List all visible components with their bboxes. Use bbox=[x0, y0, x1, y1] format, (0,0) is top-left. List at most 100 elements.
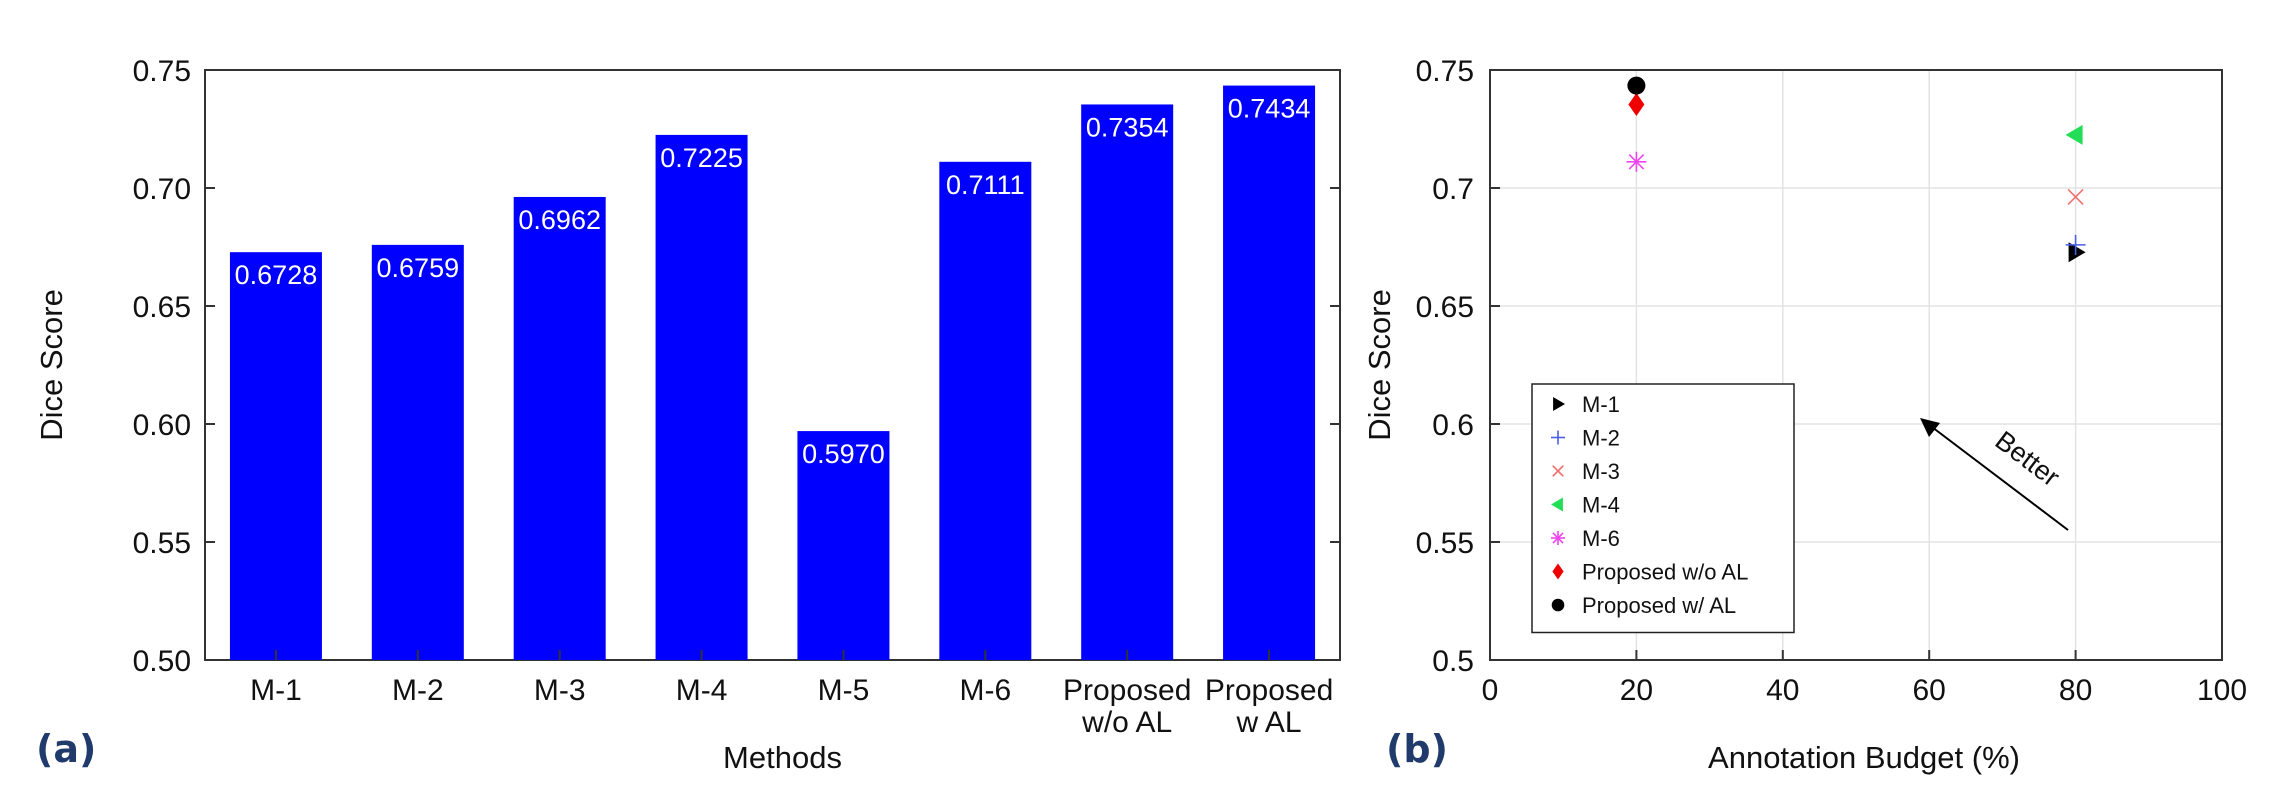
marker-shape bbox=[1552, 563, 1564, 580]
marker-shape bbox=[1552, 532, 1564, 544]
marker-shape bbox=[1628, 154, 1645, 170]
data-point bbox=[2068, 242, 2086, 263]
bar bbox=[229, 252, 322, 660]
bar bbox=[797, 431, 890, 660]
bar bbox=[939, 161, 1032, 660]
panel-a-x-axis-title: Methods bbox=[723, 740, 842, 775]
legend-entry-label: Proposed w/o AL bbox=[1582, 560, 1748, 585]
marker-shape bbox=[1551, 598, 1565, 612]
panel-a-bar-value-labels: 0.6728 0.6759 0.6962 0.7225 0.5970 0.7111 0.73… bbox=[235, 94, 1311, 470]
bar bbox=[1223, 85, 1316, 661]
legend-entry-label: M-3 bbox=[1582, 459, 1620, 484]
y-tick-label: 0.65 bbox=[1416, 291, 1474, 324]
y-tick-label: 0.6 bbox=[1432, 409, 1474, 442]
legend-entry-label: M-2 bbox=[1582, 426, 1620, 451]
legend-marker bbox=[1551, 598, 1565, 612]
x-tick-label: M-2 bbox=[392, 674, 444, 707]
x-tick-label: M-1 bbox=[250, 674, 302, 707]
data-point bbox=[2065, 234, 2086, 255]
panel-b-axes-box bbox=[1489, 69, 2223, 661]
x-tick-label: 40 bbox=[1766, 674, 1799, 707]
arrow-line bbox=[1927, 423, 2069, 531]
legend-marker bbox=[1552, 563, 1564, 580]
y-tick-label: 0.60 bbox=[133, 409, 191, 442]
x-tick-label: 0 bbox=[1482, 674, 1499, 707]
y-tick-label: 0.75 bbox=[133, 55, 191, 88]
panel-b-x-axis-title: Annotation Budget (%) bbox=[1708, 740, 2020, 775]
panel-b-y-ticks: 0.5 0.55 0.6 0.65 0.7 0.75 bbox=[1416, 55, 1500, 678]
y-tick-label: 0.7 bbox=[1432, 173, 1474, 206]
data-point bbox=[1626, 151, 1647, 172]
panel-b-y-axis-title: Dice Score bbox=[1362, 289, 1397, 441]
data-point bbox=[2065, 124, 2083, 145]
marker-shape bbox=[1628, 92, 1645, 116]
legend-marker bbox=[1551, 430, 1565, 445]
legend-marker bbox=[1551, 531, 1565, 545]
panel-a-y-axis-title: Dice Score bbox=[34, 289, 69, 441]
data-point bbox=[1627, 76, 1646, 95]
panel-b-scatter-chart: 0.50.550.60.650.70.75 0 20 40 60 80 100 M-1M-… bbox=[1362, 55, 2247, 775]
y-tick-label: 0.5 bbox=[1432, 645, 1474, 678]
x-tick-label: Proposed bbox=[1205, 674, 1333, 707]
marker-shape bbox=[1553, 397, 1565, 411]
panel-b-label: (b) bbox=[1386, 727, 1448, 771]
panel-b-x-ticks: 0 20 40 60 80 100 bbox=[1482, 650, 2247, 707]
y-tick-label: 0.50 bbox=[133, 645, 191, 678]
bar-value-label: 0.7434 bbox=[1228, 94, 1311, 124]
bar-value-label: 0.5970 bbox=[802, 439, 885, 469]
bar-value-label: 0.7354 bbox=[1086, 112, 1169, 142]
data-point bbox=[1628, 92, 1645, 116]
marker-shape bbox=[1551, 497, 1563, 512]
marker-shape bbox=[1552, 465, 1564, 477]
marker-shape bbox=[2068, 242, 2086, 263]
legend-marker bbox=[1552, 465, 1564, 477]
panel-a-bar-chart: 0.6728 0.6759 0.6962 0.7225 0.5970 0.7111 0.73… bbox=[34, 55, 1341, 775]
y-tick-label: 0.55 bbox=[1416, 527, 1474, 560]
marker-shape bbox=[2067, 188, 2084, 206]
bar-value-label: 0.7111 bbox=[946, 170, 1025, 200]
marker-shape bbox=[2065, 124, 2083, 145]
x-tick-label: 80 bbox=[2059, 674, 2092, 707]
bar-value-label: 0.6728 bbox=[235, 260, 318, 290]
panel-a-y-ticks: 0.50 0.55 0.60 0.65 0.70 0.75 bbox=[133, 55, 1340, 678]
panel-a-axes-box bbox=[204, 69, 1341, 661]
panel-b-points bbox=[1626, 76, 2086, 263]
y-tick-label: 0.75 bbox=[1416, 55, 1474, 88]
legend-entry-label: Proposed w/ AL bbox=[1582, 593, 1736, 618]
data-point bbox=[2067, 188, 2084, 206]
panel-b-legend: M-1 M-2 M-3 M-4 M-6 Proposed w/o AL Proposed w… bbox=[1531, 383, 1795, 634]
x-tick-label: M-4 bbox=[676, 674, 728, 707]
legend-entry-label: M-1 bbox=[1582, 392, 1620, 417]
legend-entry-label: M-4 bbox=[1582, 493, 1620, 518]
x-tick-label: 60 bbox=[1913, 674, 1946, 707]
legend-marker bbox=[1551, 497, 1563, 512]
bar-value-label: 0.6962 bbox=[518, 205, 601, 235]
marker-shape bbox=[1627, 76, 1646, 95]
x-tick-label: 20 bbox=[1620, 674, 1653, 707]
legend-marker bbox=[1553, 397, 1565, 411]
panel-b-better-annotation: Better bbox=[1920, 418, 2069, 531]
bar bbox=[371, 244, 464, 660]
bar bbox=[655, 134, 748, 660]
x-tick-label: w AL bbox=[1236, 706, 1302, 739]
y-tick-label: 0.65 bbox=[133, 291, 191, 324]
x-tick-label: w/o AL bbox=[1081, 706, 1172, 739]
x-tick-label: M-3 bbox=[534, 674, 586, 707]
legend-box bbox=[1531, 383, 1795, 634]
arrow-head bbox=[1920, 418, 1940, 437]
bar bbox=[513, 196, 606, 660]
bar-value-label: 0.7225 bbox=[660, 143, 743, 173]
better-annotation-text: Better bbox=[1990, 425, 2066, 492]
panel-a-bars bbox=[229, 85, 1316, 661]
y-tick-label: 0.70 bbox=[133, 173, 191, 206]
x-tick-label: M-5 bbox=[818, 674, 870, 707]
x-tick-label: Proposed bbox=[1063, 674, 1191, 707]
x-tick-label: 100 bbox=[2197, 674, 2247, 707]
y-tick-label: 0.55 bbox=[133, 527, 191, 560]
bar-value-label: 0.6759 bbox=[377, 253, 460, 283]
panel-a-label: (a) bbox=[36, 727, 96, 771]
legend-entry-label: M-6 bbox=[1582, 526, 1620, 551]
x-tick-label: M-6 bbox=[959, 674, 1011, 707]
